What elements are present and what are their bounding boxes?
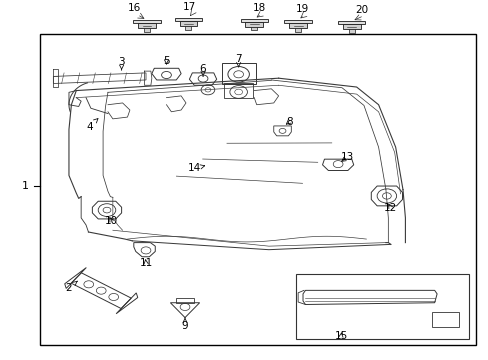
Text: 10: 10 (105, 216, 118, 226)
Text: 11: 11 (139, 258, 152, 268)
Text: 12: 12 (384, 203, 397, 213)
Text: 14: 14 (188, 163, 204, 174)
Bar (221, 63, 255, 84)
Bar (179, 21, 197, 26)
Bar (133, 20, 160, 23)
Text: 8: 8 (285, 117, 292, 127)
Text: 15: 15 (334, 331, 347, 341)
Bar (245, 22, 263, 27)
Bar (176, 298, 193, 303)
Text: 1: 1 (22, 181, 29, 191)
Bar (337, 21, 365, 24)
Bar (240, 19, 267, 22)
Bar (342, 24, 360, 29)
Bar (295, 28, 301, 32)
Text: 4: 4 (86, 118, 98, 132)
Text: 17: 17 (183, 2, 196, 12)
Bar (431, 311, 458, 328)
Text: 20: 20 (354, 5, 367, 14)
Bar (174, 18, 202, 21)
Bar (224, 84, 253, 98)
Bar (295, 274, 468, 339)
Bar (251, 27, 257, 31)
Bar (144, 28, 150, 32)
Text: 16: 16 (128, 4, 141, 13)
Text: 2: 2 (65, 281, 77, 293)
Text: 18: 18 (252, 3, 265, 13)
Text: 7: 7 (235, 54, 242, 67)
Text: 13: 13 (341, 152, 354, 162)
Text: 6: 6 (199, 64, 206, 76)
Bar (348, 29, 354, 32)
Text: 9: 9 (182, 318, 188, 331)
Bar (284, 20, 311, 23)
Text: 3: 3 (118, 57, 124, 70)
Bar (185, 26, 191, 30)
Bar (289, 23, 306, 28)
Bar (138, 23, 156, 28)
Text: 5: 5 (163, 55, 169, 66)
Text: 19: 19 (295, 4, 308, 14)
Bar (40, 34, 475, 345)
